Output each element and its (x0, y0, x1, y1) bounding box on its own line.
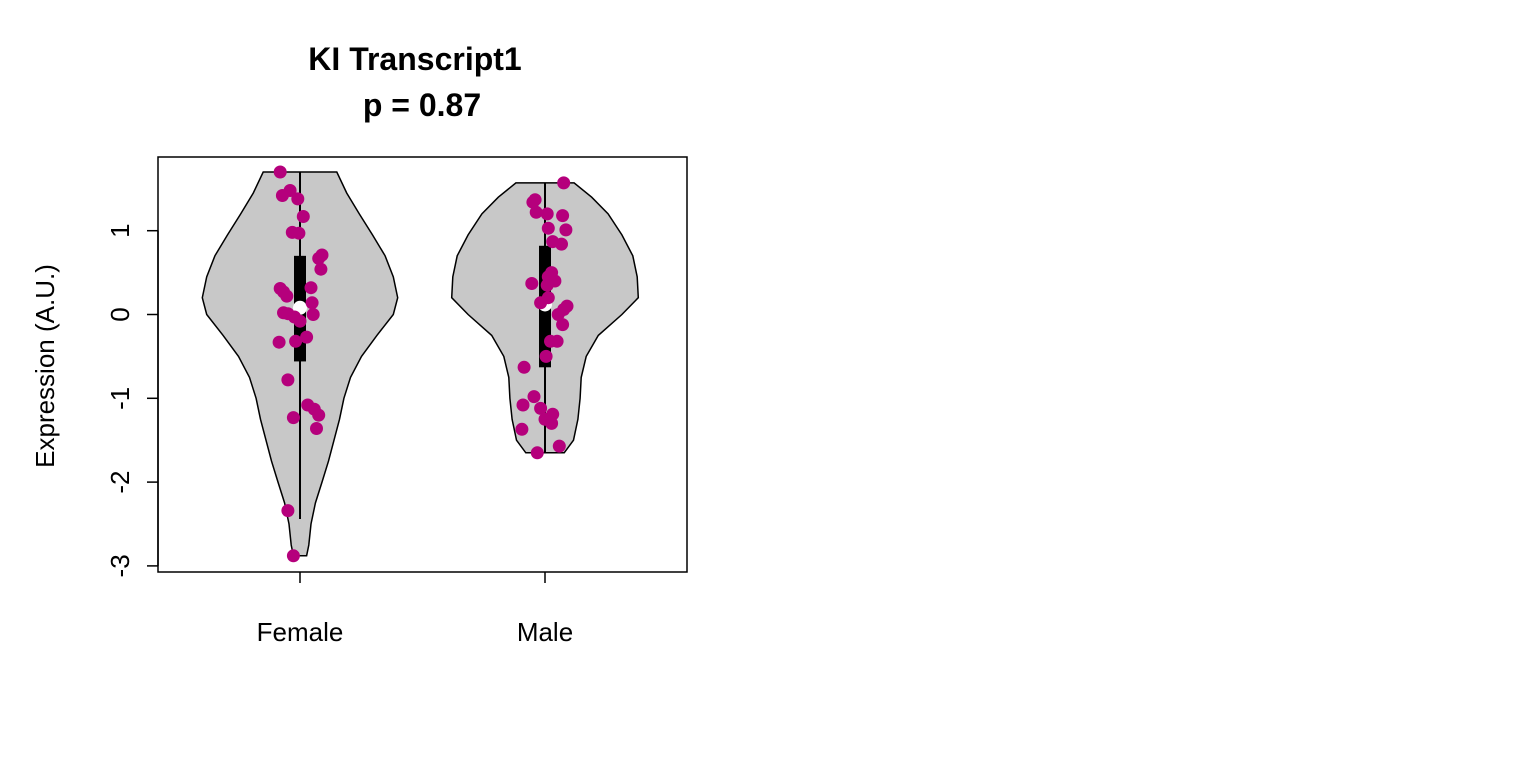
data-point (556, 318, 570, 332)
data-point (286, 411, 300, 425)
x-tick-label: Female (257, 617, 344, 647)
data-point (312, 408, 326, 422)
data-point (314, 262, 328, 276)
data-point (306, 308, 320, 321)
y-tick-label: -2 (105, 471, 135, 494)
data-point (539, 349, 553, 363)
data-point (527, 390, 541, 404)
y-tick-label: 0 (105, 307, 135, 321)
data-point (555, 237, 568, 251)
data-point (305, 296, 319, 310)
data-point (545, 416, 559, 430)
data-point (534, 401, 548, 415)
data-point (281, 504, 295, 518)
data-point (530, 446, 544, 460)
data-point (300, 330, 314, 344)
data-point (310, 422, 323, 435)
data-point (534, 296, 548, 310)
data-point (517, 360, 531, 374)
data-point (540, 278, 554, 292)
x-tick-label: Male (517, 617, 573, 647)
data-point (552, 439, 566, 453)
data-point (293, 314, 307, 328)
data-point (550, 334, 564, 348)
data-point (296, 210, 310, 223)
data-point (304, 281, 318, 295)
chart-subtitle: p = 0.87 (363, 87, 481, 123)
data-point (289, 334, 303, 348)
data-point (526, 195, 540, 209)
data-point (559, 223, 573, 237)
chart-title: KI Transcript1 (308, 41, 521, 77)
data-point (557, 176, 571, 190)
y-tick-label: -1 (105, 387, 135, 410)
data-point (275, 189, 289, 202)
data-point (292, 226, 306, 240)
y-tick-label: 1 (105, 223, 135, 237)
data-point (540, 207, 554, 221)
data-point (551, 308, 565, 321)
data-point (280, 289, 294, 303)
data-point (273, 165, 287, 179)
data-point (272, 335, 286, 349)
y-tick-label: -3 (105, 554, 135, 577)
data-point (515, 422, 529, 436)
data-point (281, 373, 295, 387)
data-point (525, 277, 539, 290)
data-point (291, 192, 305, 206)
data-point (541, 221, 555, 235)
data-point (312, 251, 326, 265)
data-point (286, 549, 300, 563)
data-point (516, 398, 530, 412)
data-point (529, 205, 543, 219)
data-point (556, 209, 570, 223)
plot-frame (157, 156, 688, 573)
plot-area: Female Male 1 0 -1 -2 -3 (105, 165, 640, 647)
y-axis-label: Expression (A.U.) (30, 264, 60, 468)
